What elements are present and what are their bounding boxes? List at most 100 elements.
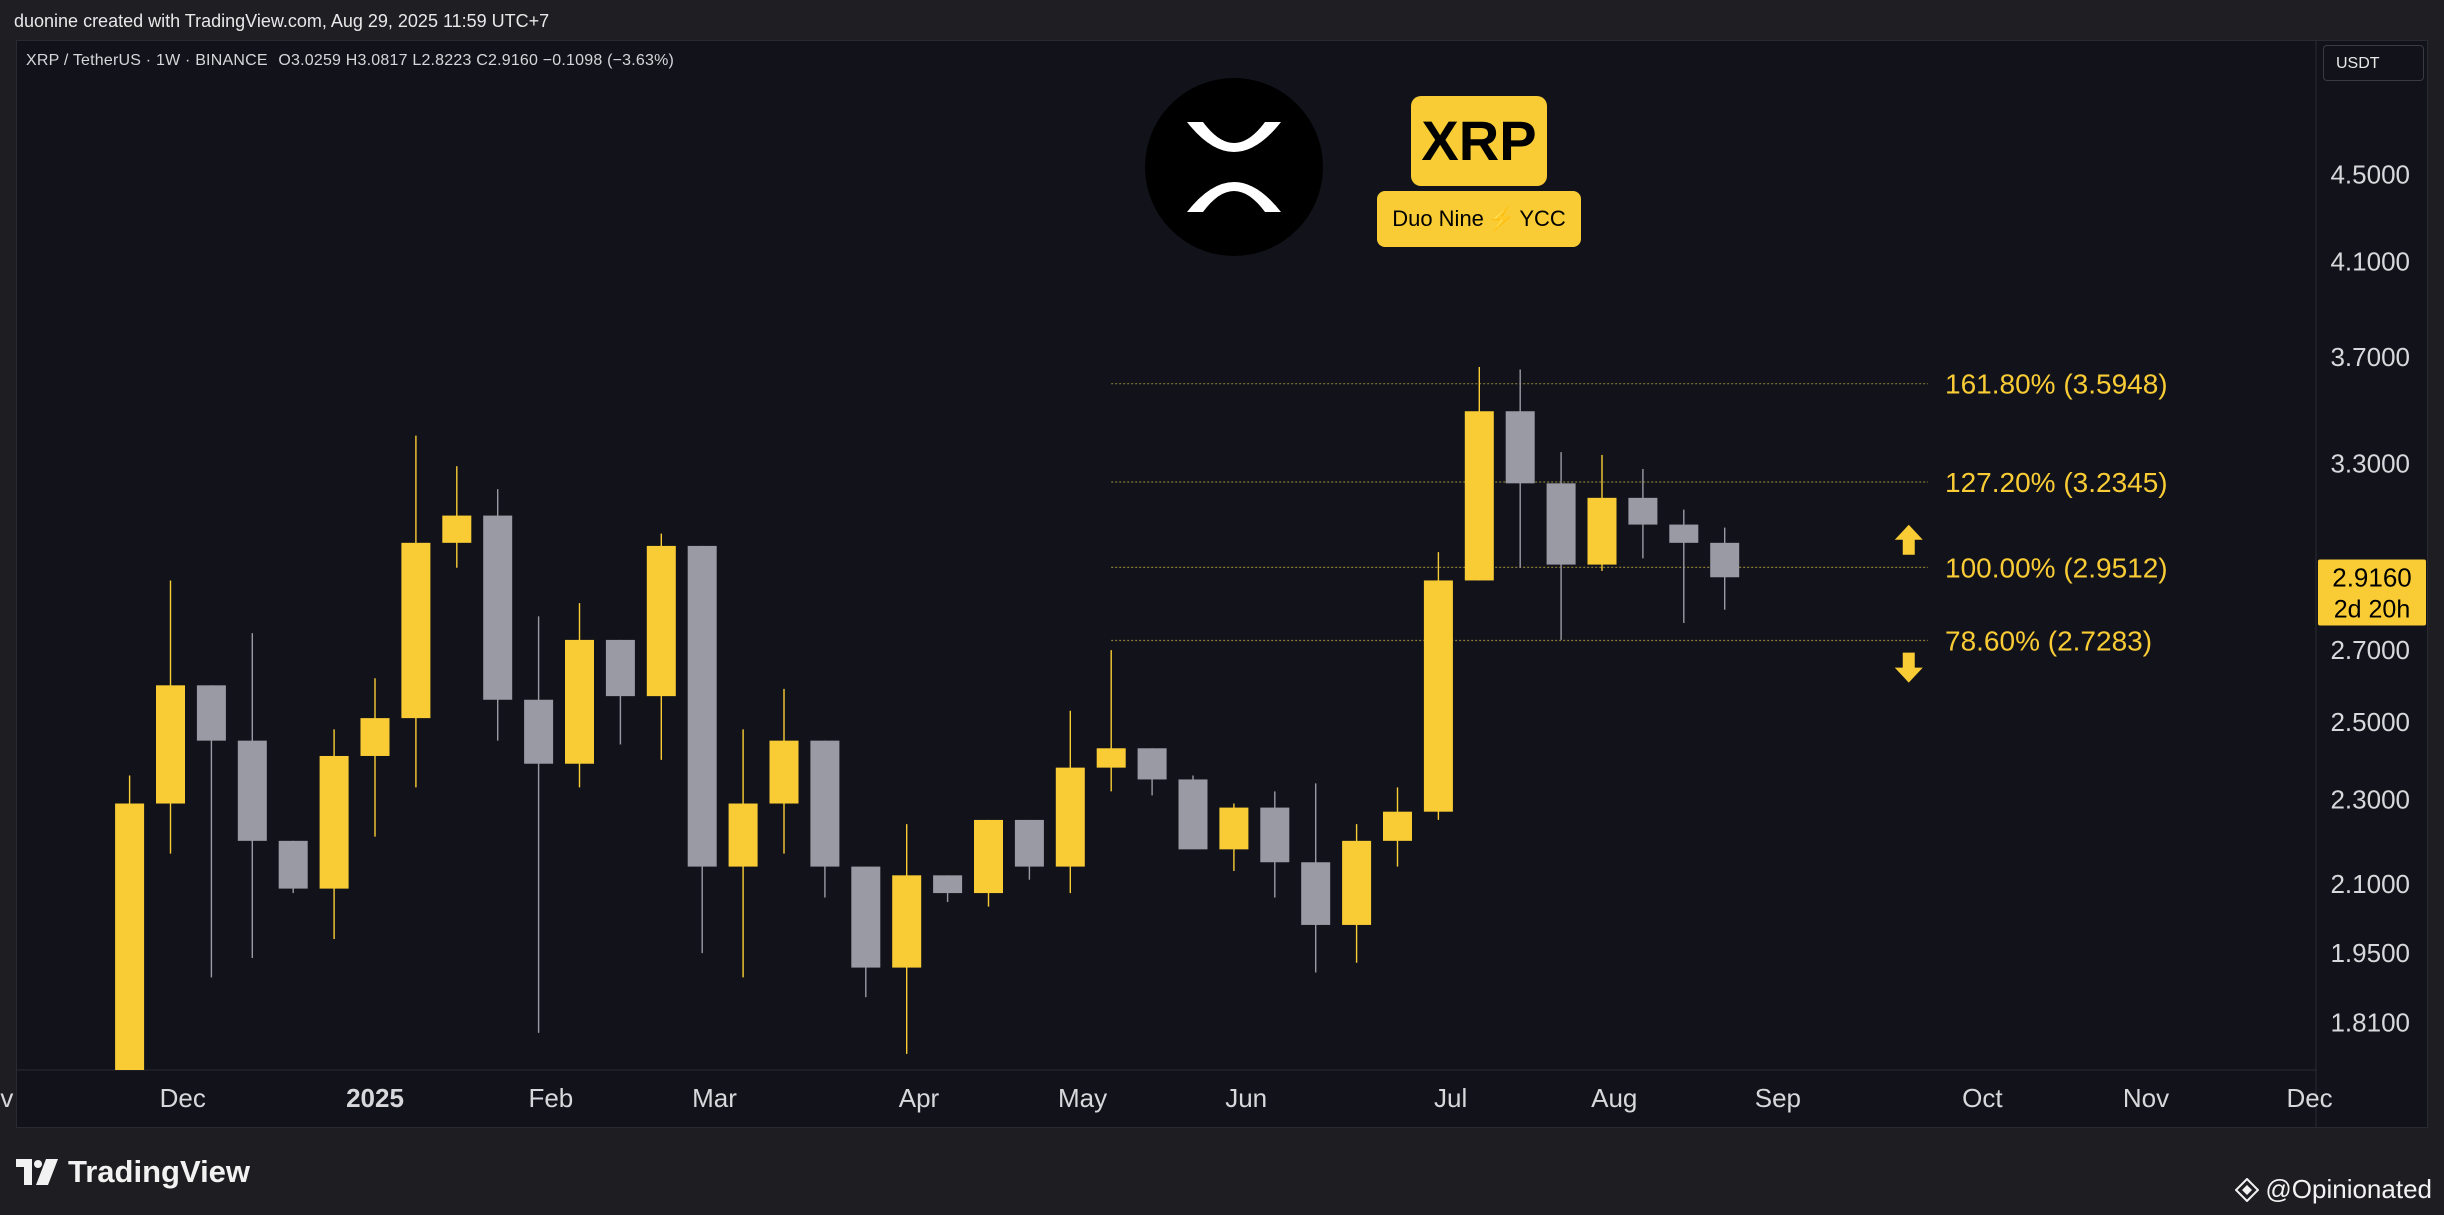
candle: [728, 729, 758, 978]
candle-body: [115, 803, 145, 1070]
candle-body: [1423, 580, 1453, 812]
candle: [1219, 803, 1249, 871]
candle-body: [1014, 819, 1044, 867]
candle-body: [1301, 862, 1331, 925]
team-badge: Duo Nine ⚡ YCC: [1377, 191, 1581, 247]
price-tick-label: 2.3000: [2330, 784, 2410, 814]
arrow-down-icon: [1894, 652, 1923, 683]
candle: [237, 633, 267, 958]
candle-body: [1137, 748, 1167, 780]
ticker-badge: XRP: [1411, 96, 1547, 186]
time-tick-label: May: [1058, 1083, 1107, 1113]
candle-body: [1342, 840, 1372, 925]
binance-diamond-icon: [2235, 1177, 2260, 1202]
candle: [1301, 783, 1331, 973]
candle-body: [933, 875, 963, 894]
candle-body: [1055, 767, 1085, 867]
candle-body: [1587, 497, 1617, 565]
price-tick-label: 1.8100: [2330, 1008, 2410, 1038]
arrow-up-icon: [1894, 524, 1923, 555]
time-tick-label: Mar: [692, 1083, 737, 1113]
candle-body: [524, 699, 554, 764]
team-right: YCC: [1519, 206, 1566, 231]
candle-body: [1178, 779, 1208, 850]
candle: [1096, 650, 1126, 792]
xrp-logo: [1145, 78, 1323, 256]
candle-body: [237, 740, 267, 841]
candle-body: [1710, 542, 1740, 578]
candle: [1014, 819, 1044, 880]
tradingview-brand[interactable]: TradingView: [16, 1154, 250, 1190]
candle-body: [1546, 483, 1576, 565]
candle: [687, 545, 717, 954]
candle-body: [1669, 524, 1699, 543]
candle: [1178, 775, 1208, 850]
candle: [278, 840, 308, 894]
candle: [1260, 791, 1290, 898]
candle: [1383, 787, 1412, 867]
symbol-info: XRP / TetherUS · 1W · BINANCE O3.0259 H3…: [26, 52, 674, 70]
candle-body: [1505, 411, 1535, 484]
candle: [360, 678, 390, 837]
candle: [974, 819, 1003, 907]
fib-level-label: 100.00% (2.9512): [1945, 552, 2168, 583]
candle-body: [401, 542, 431, 719]
candle-body: [1260, 807, 1290, 863]
candle: [1055, 710, 1085, 894]
candle: [524, 616, 554, 1033]
fib-level-label: 127.20% (3.2345): [1945, 467, 2168, 498]
candle: [769, 688, 799, 854]
candle-body: [483, 515, 513, 700]
candle: [1464, 366, 1494, 581]
candle: [1546, 452, 1576, 640]
price-tick-label: 1.9500: [2330, 938, 2410, 968]
team-left: Duo Nine: [1392, 206, 1484, 231]
fib-level-label: 78.60% (2.7283): [1945, 625, 2152, 656]
publish-credit: duonine created with TradingView.com, Au…: [14, 11, 550, 31]
bolt-icon: ⚡: [1487, 206, 1516, 231]
currency-button[interactable]: USDT: [2323, 45, 2424, 81]
time-tick-label: Dec: [160, 1083, 206, 1113]
price-tick-label: 2.1000: [2330, 869, 2410, 899]
price-tick-label: 2.7000: [2330, 635, 2410, 665]
candle-body: [728, 803, 758, 867]
candle: [196, 685, 226, 978]
candle: [851, 866, 881, 998]
time-tick-label: v: [0, 1083, 13, 1113]
candle-body: [156, 685, 185, 804]
candle: [933, 875, 963, 903]
brand-name: TradingView: [68, 1154, 251, 1189]
candle-body: [851, 866, 881, 968]
ohlc-values: O3.0259 H3.0817 L2.8223 C2.9160 −0.1098 …: [278, 52, 675, 69]
time-tick-label: Aug: [1591, 1083, 1637, 1113]
candle: [565, 603, 594, 788]
candle: [1137, 748, 1167, 796]
price-tick-label: 2.5000: [2330, 707, 2410, 737]
candle: [156, 580, 185, 854]
candle-body: [769, 740, 799, 804]
candle-body: [605, 639, 635, 697]
time-tick-label: Apr: [899, 1083, 940, 1113]
xrp-x-icon: [1187, 122, 1281, 212]
candle: [442, 466, 472, 568]
candle: [115, 775, 145, 1070]
candle: [810, 740, 840, 898]
candle-body: [892, 875, 922, 968]
symbol-title: XRP / TetherUS · 1W · BINANCE: [26, 52, 268, 69]
candle: [401, 435, 431, 788]
candle-body: [1383, 811, 1412, 841]
candle: [1710, 527, 1740, 610]
candle-body: [974, 819, 1003, 894]
current-price-tag: [2318, 559, 2426, 626]
candle-body: [646, 545, 676, 697]
candle: [1342, 824, 1372, 963]
price-tick-label: 4.5000: [2330, 160, 2410, 190]
candle-body: [1464, 411, 1494, 581]
candle: [1505, 369, 1535, 568]
candle: [1628, 469, 1658, 559]
price-tick-label: 3.3000: [2330, 448, 2410, 478]
tradingview-logo-icon: [16, 1159, 58, 1185]
bar-countdown-label: 2d 20h: [2334, 596, 2410, 624]
candle-body: [278, 840, 308, 889]
